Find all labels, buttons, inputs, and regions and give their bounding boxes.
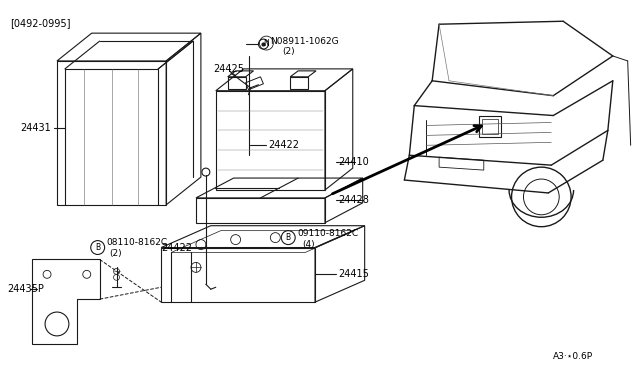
Text: 08110-8162C: 08110-8162C <box>107 238 168 247</box>
Text: 24422: 24422 <box>161 243 192 253</box>
Text: (2): (2) <box>109 249 122 258</box>
Text: (2): (2) <box>282 46 295 55</box>
Text: N: N <box>264 39 269 48</box>
Text: B: B <box>285 233 291 242</box>
Text: B: B <box>95 243 100 252</box>
Text: N08911-1062G: N08911-1062G <box>270 36 339 46</box>
Text: 24425: 24425 <box>213 64 244 74</box>
Text: 24422: 24422 <box>268 140 300 150</box>
Text: [0492-0995]: [0492-0995] <box>10 18 71 28</box>
Text: 24435P: 24435P <box>7 284 44 294</box>
Text: A3·⋆0.6P: A3·⋆0.6P <box>553 352 593 361</box>
Text: 24415: 24415 <box>338 269 369 279</box>
Text: 09110-8162C: 09110-8162C <box>297 229 358 238</box>
Text: (4): (4) <box>302 240 315 249</box>
Text: 24410: 24410 <box>338 157 369 167</box>
Text: 24428: 24428 <box>338 195 369 205</box>
Text: 24431: 24431 <box>20 124 51 134</box>
